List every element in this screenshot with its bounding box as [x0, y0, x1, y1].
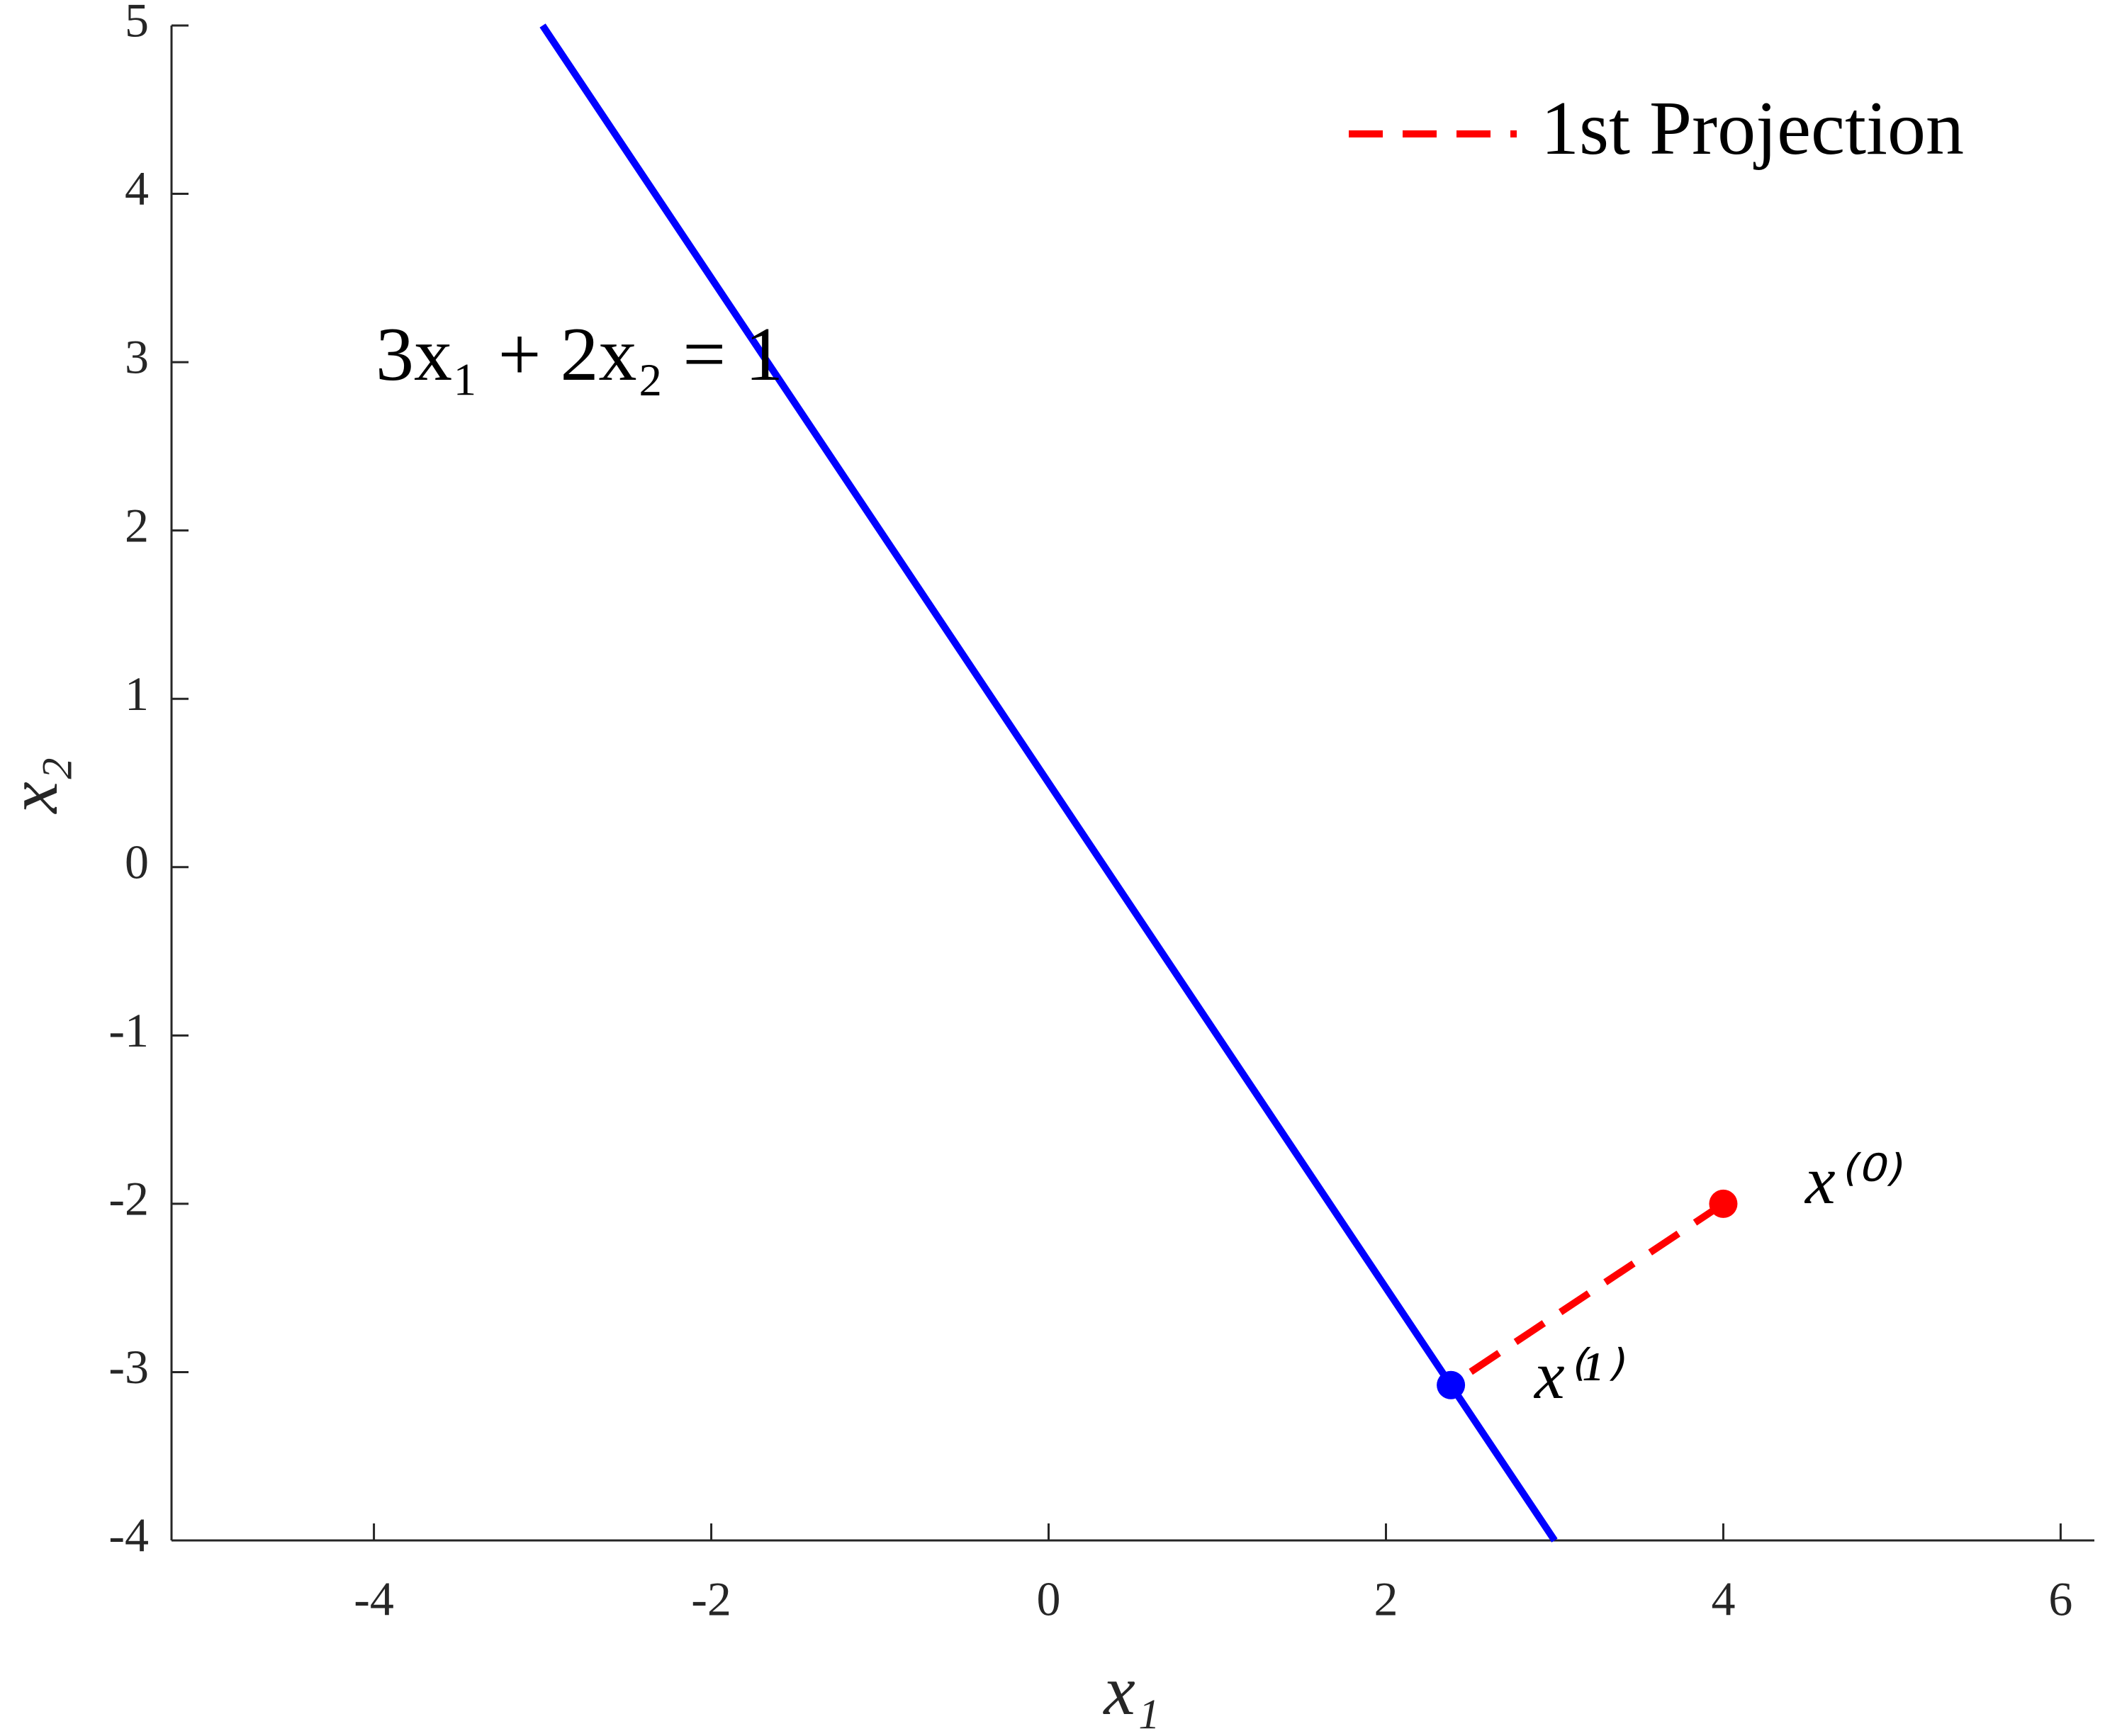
y-tick-label: 5	[125, 0, 149, 47]
y-tick-label: -1	[108, 1003, 149, 1057]
y-axis-label: x₂	[0, 757, 72, 814]
series-line	[1449, 1200, 1726, 1388]
x-tick-label: 2	[1374, 1572, 1398, 1626]
legend-label: 1st Projection	[1541, 86, 1964, 171]
y-tick-label: -3	[108, 1340, 149, 1394]
series-line	[539, 23, 1558, 1543]
y-tick-label: 2	[125, 498, 149, 552]
x-tick-label: 0	[1037, 1572, 1061, 1626]
y-tick-label: 3	[125, 330, 149, 384]
x-axis-label: x₁	[1102, 1651, 1160, 1730]
point-marker	[1709, 1189, 1738, 1218]
annotation: x⁽¹⁾	[1533, 1337, 1624, 1413]
y-tick-label: 4	[125, 162, 149, 215]
x-tick-label: 4	[1711, 1572, 1735, 1626]
y-tick-label: -4	[108, 1509, 149, 1562]
point-marker	[1437, 1370, 1466, 1399]
annotation: 3x₁ + 2x₂ = 1	[376, 312, 783, 397]
x-tick-label: -2	[691, 1572, 731, 1626]
y-tick-label: 1	[125, 667, 149, 721]
x-tick-label: -4	[354, 1572, 394, 1626]
y-tick-label: -2	[108, 1171, 149, 1225]
y-tick-label: 0	[125, 835, 149, 889]
annotation: x⁽⁰⁾	[1804, 1142, 1902, 1218]
x-tick-label: 6	[2048, 1572, 2072, 1626]
